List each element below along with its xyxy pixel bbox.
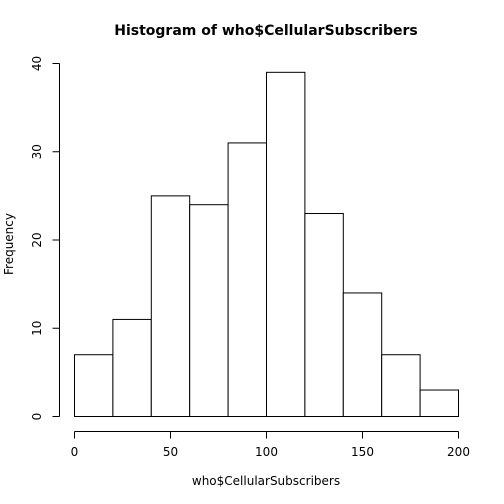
x-tick-label-4: 200 bbox=[447, 445, 470, 459]
histogram-bar-4 bbox=[227, 142, 268, 418]
histogram-bar-5 bbox=[266, 71, 306, 417]
y-tick-label-4: 40 bbox=[30, 56, 44, 71]
x-tick-label-3: 150 bbox=[351, 445, 374, 459]
chart-title: Histogram of who$CellularSubscribers bbox=[114, 23, 417, 39]
y-tick-label-1: 10 bbox=[30, 321, 44, 336]
x-tick-label-1: 50 bbox=[163, 445, 178, 459]
x-axis: 0 50 100 150 200 bbox=[71, 431, 470, 459]
x-axis-label: who$CellularSubscribers bbox=[192, 474, 340, 488]
histogram-bar-0 bbox=[74, 354, 114, 418]
y-tick-label-0: 0 bbox=[30, 413, 44, 421]
histogram-bar-2 bbox=[150, 195, 191, 417]
x-tick-label-2: 100 bbox=[255, 445, 278, 459]
histogram-bar-8 bbox=[381, 354, 421, 418]
y-tick-label-2: 20 bbox=[30, 232, 44, 247]
histogram-bar-1 bbox=[112, 318, 152, 417]
bars-group bbox=[74, 71, 460, 418]
histogram-bar-3 bbox=[189, 204, 229, 417]
histogram-bar-9 bbox=[419, 389, 460, 417]
y-axis: 0 10 20 30 40 bbox=[30, 56, 60, 420]
y-axis-label: Frequency bbox=[2, 213, 16, 275]
histogram-bar-7 bbox=[342, 292, 383, 418]
histogram-bar-6 bbox=[304, 213, 344, 417]
x-tick-label-0: 0 bbox=[71, 445, 79, 459]
y-tick-label-3: 30 bbox=[30, 144, 44, 159]
